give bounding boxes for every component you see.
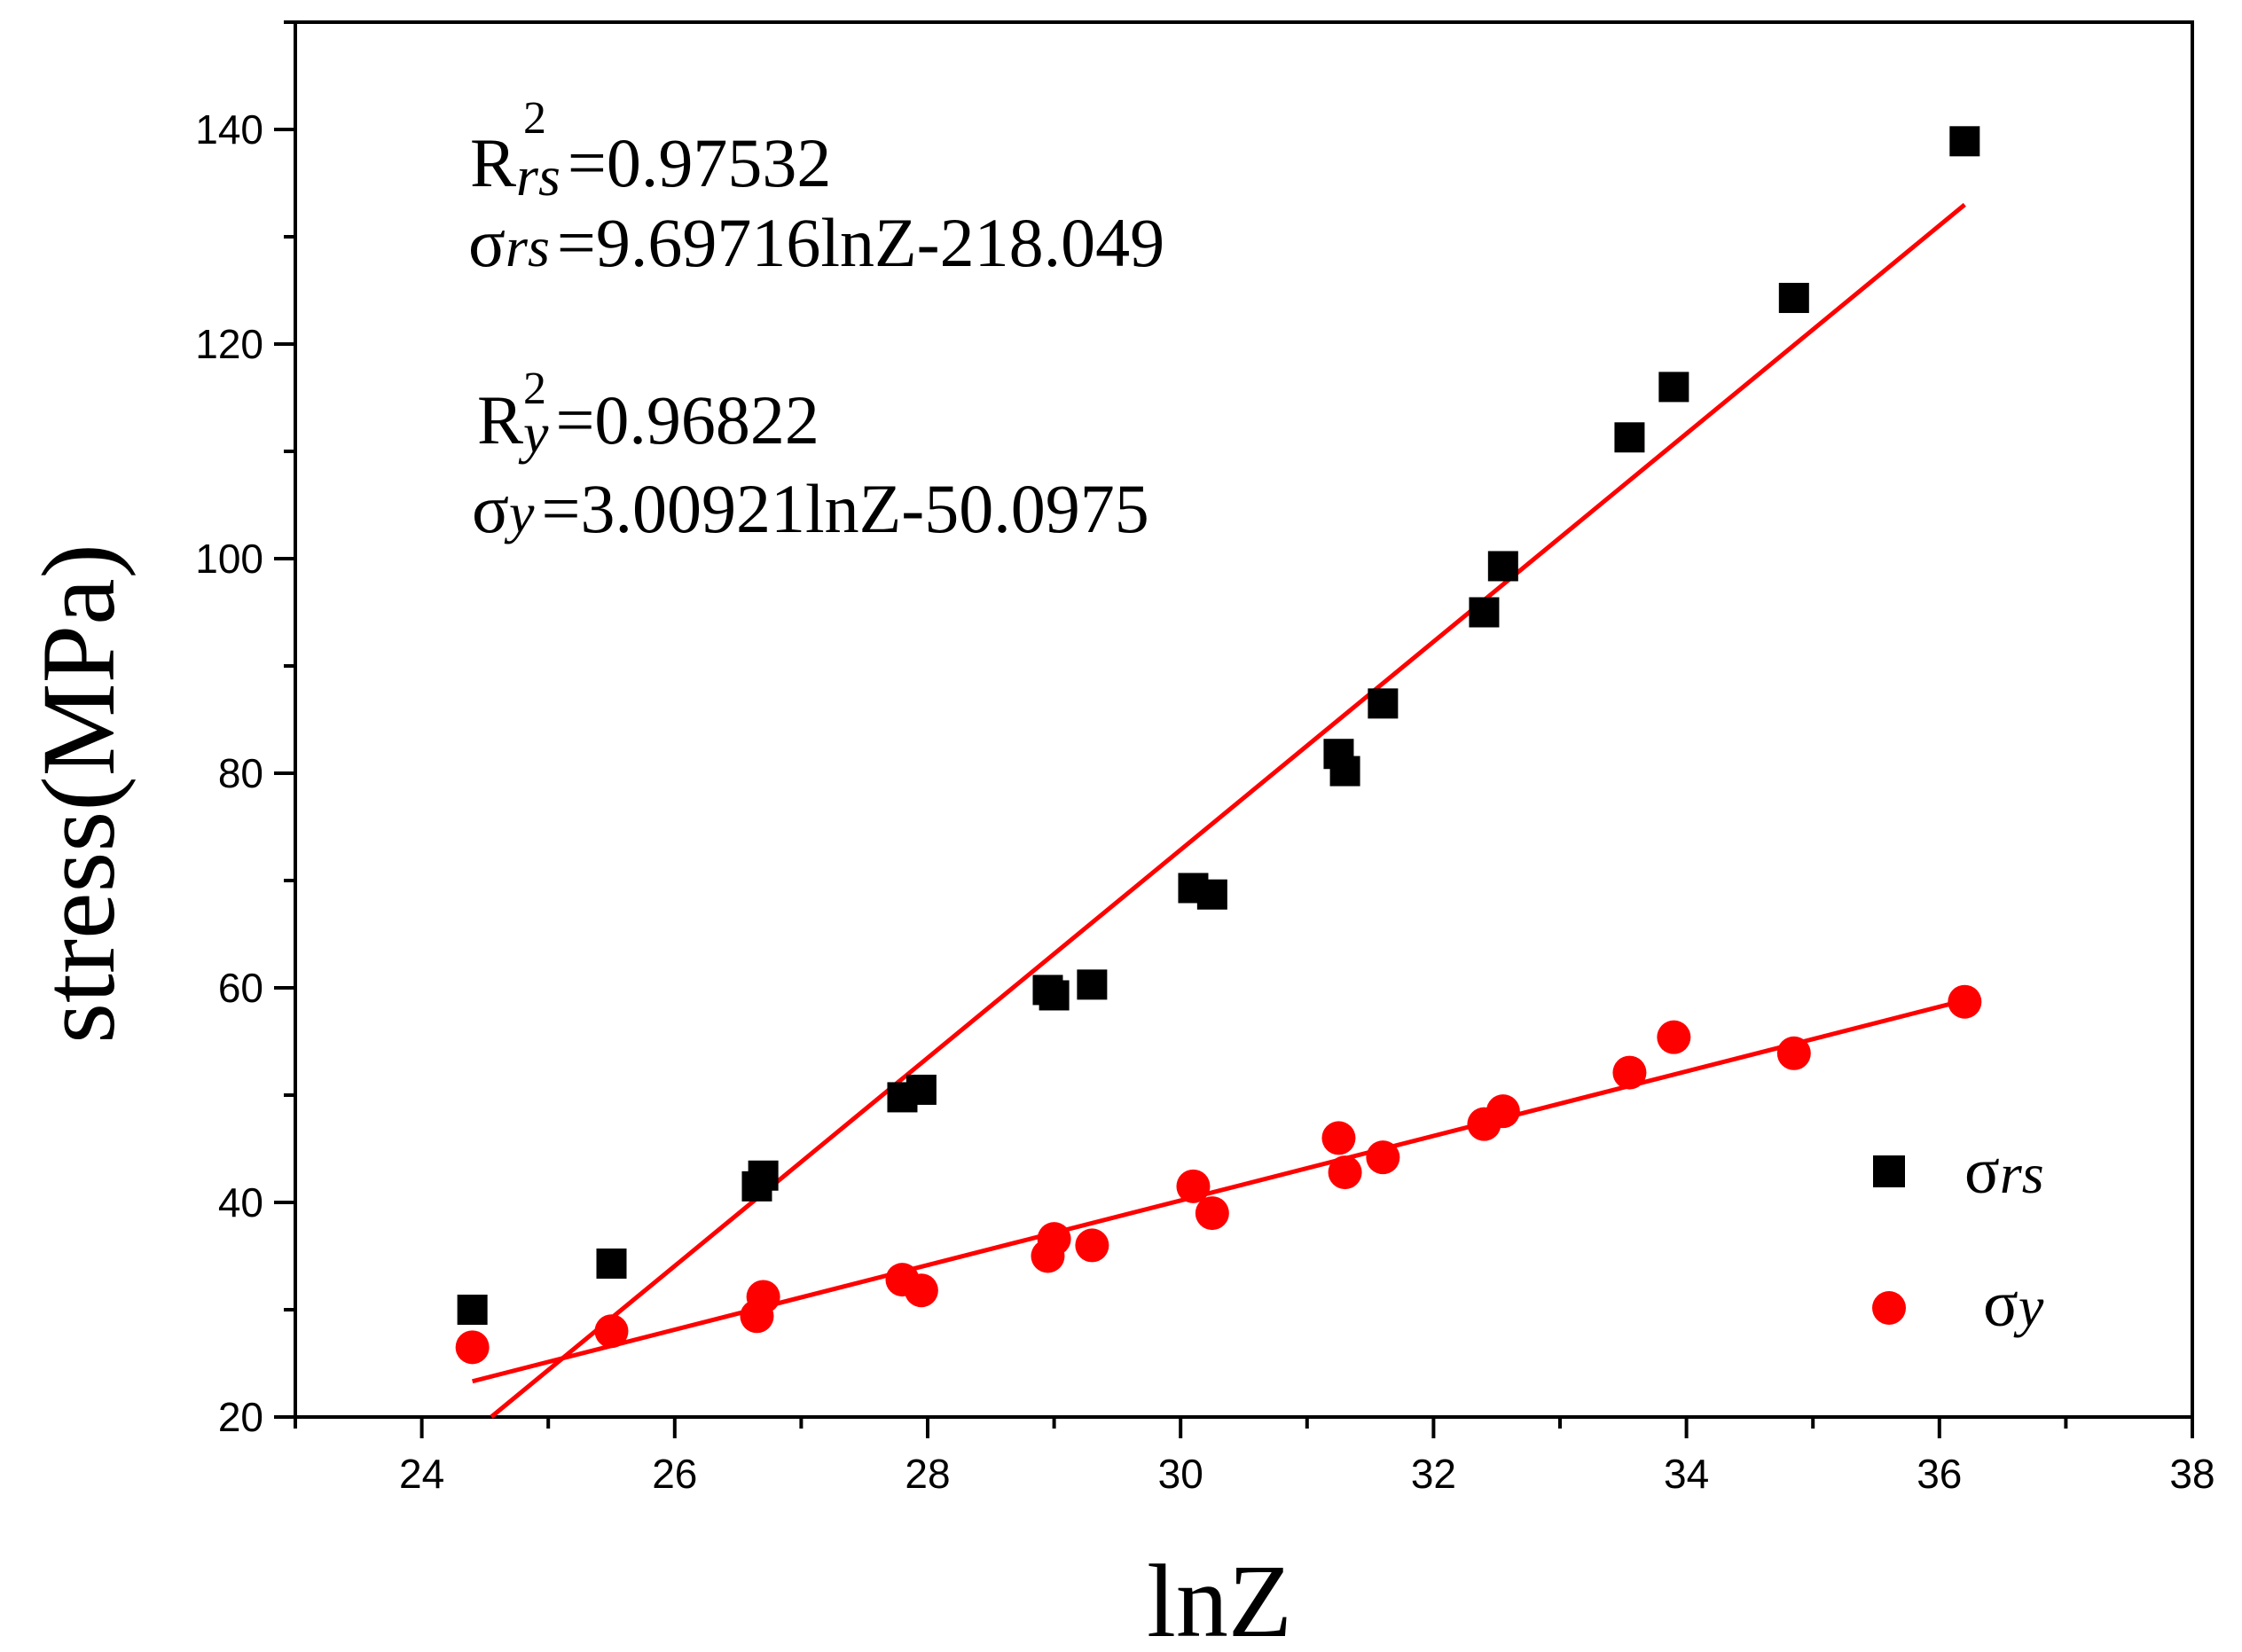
data-point-y	[746, 1280, 780, 1314]
data-point-y	[1366, 1140, 1400, 1175]
data-point-y	[1948, 984, 1982, 1019]
data-point-rs	[596, 1248, 627, 1279]
r2-rs-label: Rrs =0.97532	[470, 124, 831, 207]
data-point-rs	[1329, 756, 1360, 787]
data-point-rs	[905, 1074, 937, 1105]
data-point-y	[1321, 1121, 1356, 1155]
annotation-y: Ry =0.96822 2 σy =3.00921lnZ-50.0975	[472, 364, 1149, 547]
data-point-rs	[1614, 422, 1645, 453]
legend-label-y: σy	[1983, 1268, 2044, 1341]
data-point-y	[1776, 1036, 1811, 1070]
data-point-rs	[1487, 551, 1518, 582]
data-point-rs	[1077, 969, 1108, 1000]
r2-y-label: Ry =0.96822	[477, 381, 819, 465]
data-point-rs	[1368, 688, 1399, 719]
y-tick-label: 80	[218, 750, 263, 796]
fit-line-rs	[490, 202, 1966, 1419]
data-point-y	[904, 1273, 938, 1308]
data-point-y	[1486, 1094, 1520, 1129]
x-tick-label: 28	[905, 1451, 950, 1497]
r2-y-superscript: 2	[523, 364, 546, 414]
x-tick-label: 30	[1158, 1451, 1203, 1497]
data-point-y	[1657, 1020, 1691, 1054]
y-tick-label: 120	[195, 321, 263, 367]
data-point-rs	[1778, 282, 1809, 313]
data-point-rs	[1658, 372, 1689, 403]
data-point-rs	[457, 1295, 488, 1325]
x-tick-label: 36	[1917, 1451, 1962, 1497]
legend-marker-rs	[1873, 1155, 1905, 1187]
data-point-rs	[1949, 126, 1980, 157]
data-point-rs	[1196, 879, 1227, 910]
data-point-y	[1176, 1169, 1211, 1203]
annotation-rs: Rrs =0.97532 2 σrs =9.69716lnZ-218.049	[468, 93, 1164, 281]
data-point-y	[1612, 1055, 1647, 1090]
y-tick-label: 60	[218, 965, 263, 1011]
y-tick-label: 20	[218, 1394, 263, 1440]
x-axis-title: lnZ	[1147, 1543, 1292, 1652]
x-tick-label: 24	[399, 1451, 444, 1497]
equation-rs: σrs =9.69716lnZ-218.049	[468, 204, 1164, 281]
data-point-rs	[748, 1160, 779, 1191]
x-tick-label: 32	[1411, 1451, 1456, 1497]
y-tick-label: 140	[195, 106, 263, 153]
y-tick-label: 100	[195, 536, 263, 582]
y-tick-label: 40	[218, 1179, 263, 1225]
legend-marker-y	[1872, 1291, 1906, 1325]
data-point-y	[1075, 1228, 1109, 1263]
r2-rs-superscript: 2	[523, 93, 546, 144]
legend: σrs σy	[1872, 1135, 2044, 1341]
legend-label-rs: σrs	[1964, 1135, 2044, 1208]
data-point-y	[1037, 1222, 1071, 1257]
equation-y: σy =3.00921lnZ-50.0975	[472, 470, 1149, 547]
plot-frame	[294, 20, 2194, 1419]
x-tick-label: 38	[2169, 1451, 2215, 1497]
data-point-y	[594, 1314, 629, 1349]
data-point-rs	[1469, 597, 1500, 628]
x-tick-label: 26	[652, 1451, 697, 1497]
data-point-y	[1195, 1196, 1229, 1231]
data-point-y	[1328, 1155, 1362, 1190]
data-point-rs	[1039, 980, 1070, 1011]
y-axis-title: stress(MPa)	[20, 544, 137, 1044]
data-point-y	[455, 1330, 490, 1365]
fit-line-y	[472, 998, 1965, 1384]
x-tick-label: 34	[1664, 1451, 1709, 1497]
